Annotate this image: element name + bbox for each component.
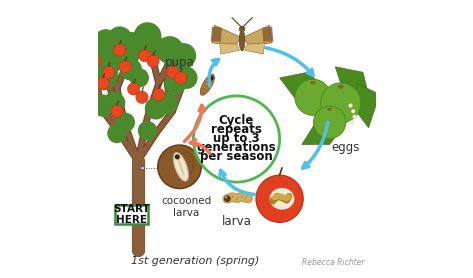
Circle shape [130,68,149,88]
Circle shape [84,36,106,58]
Circle shape [145,97,167,120]
Circle shape [140,35,166,60]
Ellipse shape [207,78,213,82]
Circle shape [107,124,127,143]
Circle shape [225,197,227,198]
Ellipse shape [338,85,344,89]
Circle shape [139,49,151,62]
Text: repeats: repeats [211,123,262,136]
Circle shape [88,55,101,67]
Text: per season: per season [200,150,273,163]
Text: cocooned
larva: cocooned larva [161,196,211,218]
Ellipse shape [200,91,206,95]
Ellipse shape [181,167,184,173]
Circle shape [141,167,144,170]
Circle shape [175,154,180,160]
Circle shape [164,72,186,95]
Circle shape [166,66,179,78]
Polygon shape [211,27,222,41]
Polygon shape [302,122,346,145]
Circle shape [158,145,201,188]
Circle shape [93,29,118,54]
Circle shape [136,91,148,103]
Ellipse shape [173,152,189,181]
Circle shape [156,36,184,64]
Circle shape [128,83,140,95]
Circle shape [88,60,118,90]
Circle shape [111,105,123,117]
Circle shape [171,43,196,68]
Ellipse shape [177,158,180,164]
Text: generations: generations [197,141,276,154]
Circle shape [134,22,161,50]
Circle shape [92,95,114,117]
Ellipse shape [179,164,183,170]
Circle shape [107,26,132,51]
Circle shape [349,104,352,108]
Circle shape [239,26,245,32]
Circle shape [350,120,354,124]
Ellipse shape [239,30,245,51]
Circle shape [130,32,155,57]
Circle shape [175,72,187,84]
Polygon shape [242,25,272,45]
Circle shape [82,54,107,79]
Circle shape [256,175,303,222]
Polygon shape [262,27,273,41]
Circle shape [114,44,126,56]
Ellipse shape [209,76,214,81]
Circle shape [95,47,123,75]
Polygon shape [280,72,330,100]
Text: up to 3: up to 3 [213,132,260,145]
Text: eggs: eggs [332,141,360,154]
Circle shape [138,121,157,140]
Ellipse shape [327,108,332,111]
Text: START
HERE: START HERE [113,204,150,225]
FancyBboxPatch shape [115,205,148,224]
Ellipse shape [270,188,294,210]
Circle shape [147,55,159,67]
Ellipse shape [200,74,214,95]
Circle shape [295,79,331,115]
Polygon shape [212,25,242,45]
Text: larva: larva [221,215,252,229]
Circle shape [153,88,165,101]
Polygon shape [335,67,368,95]
Circle shape [119,61,131,73]
Circle shape [115,113,135,132]
Ellipse shape [201,87,208,91]
Circle shape [156,92,178,114]
Ellipse shape [182,170,185,177]
Circle shape [112,42,139,70]
Circle shape [118,32,143,57]
Circle shape [351,109,355,113]
Polygon shape [219,43,239,54]
Text: Cycle: Cycle [219,114,254,126]
Circle shape [103,92,125,114]
Ellipse shape [178,161,182,167]
Circle shape [164,47,192,75]
Circle shape [175,67,198,89]
Circle shape [193,96,280,182]
Circle shape [120,58,142,81]
Ellipse shape [310,81,315,85]
Ellipse shape [205,81,211,85]
Circle shape [97,77,109,90]
Ellipse shape [203,84,210,88]
Circle shape [321,83,361,123]
Text: 1st generation (spring): 1st generation (spring) [131,256,259,266]
Ellipse shape [209,75,215,79]
Circle shape [314,106,346,138]
Polygon shape [245,43,264,54]
Circle shape [224,195,231,202]
Circle shape [103,66,115,78]
Text: pupa: pupa [165,56,195,69]
Text: Rebecca Richter: Rebecca Richter [302,258,364,267]
Ellipse shape [175,155,187,178]
Polygon shape [352,83,380,128]
Circle shape [353,115,357,119]
